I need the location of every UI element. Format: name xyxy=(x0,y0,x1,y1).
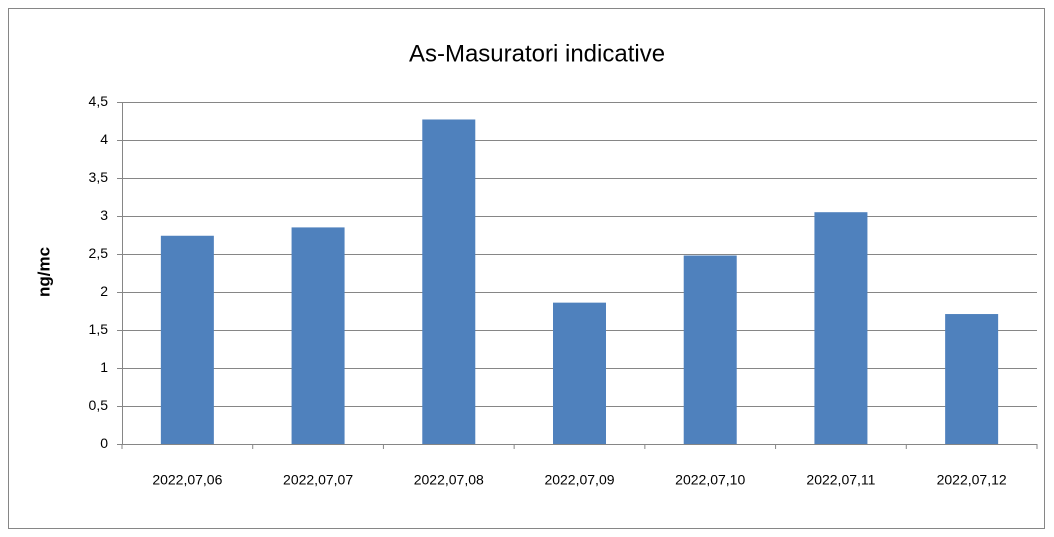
bar xyxy=(814,212,868,444)
x-tick-label: 2022,07,10 xyxy=(675,472,745,488)
bar xyxy=(683,255,737,444)
y-tick-label: 0 xyxy=(100,435,108,451)
bar xyxy=(553,302,606,444)
x-tick-label: 2022,07,07 xyxy=(283,472,353,488)
y-tick-label: 2 xyxy=(100,283,108,299)
bar xyxy=(945,314,999,444)
y-tick-label: 0,5 xyxy=(89,397,109,413)
y-tick-label: 2,5 xyxy=(89,245,109,261)
y-tick-label: 3,5 xyxy=(89,169,109,185)
bar xyxy=(160,235,214,444)
bar xyxy=(291,227,345,444)
x-tick-label: 2022,07,11 xyxy=(806,472,875,488)
y-tick-label: 4,5 xyxy=(89,93,109,109)
x-tick-label: 2022,07,12 xyxy=(937,472,1007,488)
y-tick-label: 1 xyxy=(100,359,108,375)
x-tick-label: 2022,07,09 xyxy=(544,472,614,488)
bar xyxy=(422,119,476,444)
y-axis-label: ng/mc xyxy=(34,247,53,297)
x-tick-label: 2022,07,06 xyxy=(152,472,222,488)
y-tick-label: 4 xyxy=(100,131,108,147)
x-tick-label: 2022,07,08 xyxy=(414,472,484,488)
y-tick-label: 1,5 xyxy=(89,321,109,337)
y-tick-label: 3 xyxy=(100,207,108,223)
chart-title: As-Masuratori indicative xyxy=(409,40,665,67)
